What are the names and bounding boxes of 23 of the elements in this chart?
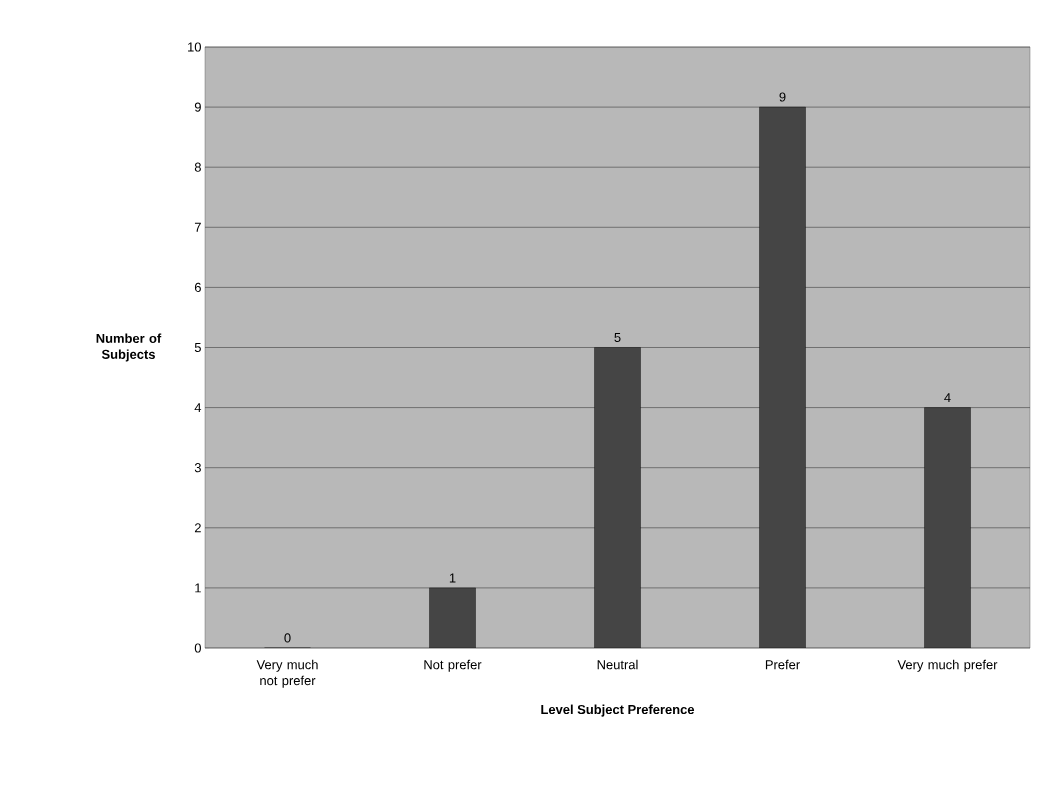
y-tick-label: 3: [194, 463, 201, 473]
y-axis-title: Number of Subjects: [96, 333, 162, 362]
x-tick-label: Neutral: [597, 659, 638, 670]
y-tick-label: 0: [194, 643, 201, 653]
data-label: 4: [944, 393, 951, 403]
y-tick-label: 7: [194, 222, 201, 232]
data-label: 9: [779, 92, 786, 102]
x-axis-title: Level Subject Preference: [541, 704, 695, 717]
data-label: 5: [614, 332, 621, 342]
x-tick-label: Very much not prefer: [256, 659, 318, 688]
y-tick-label: 2: [194, 523, 201, 533]
x-tick-label: Not prefer: [424, 659, 482, 672]
y-tick-label: 10: [188, 42, 201, 52]
y-tick-label: 1: [195, 583, 201, 593]
y-tick-label: 9: [194, 102, 201, 112]
data-label: 0: [284, 633, 291, 643]
y-tick-label: 8: [194, 162, 201, 172]
y-tick-label: 4: [194, 403, 202, 413]
data-label: 1: [449, 573, 456, 583]
x-tick-label: Prefer: [765, 659, 800, 670]
x-tick-label: Very much prefer: [897, 659, 998, 672]
y-tick-label: 5: [194, 342, 201, 353]
y-tick-label: 6: [194, 282, 201, 292]
